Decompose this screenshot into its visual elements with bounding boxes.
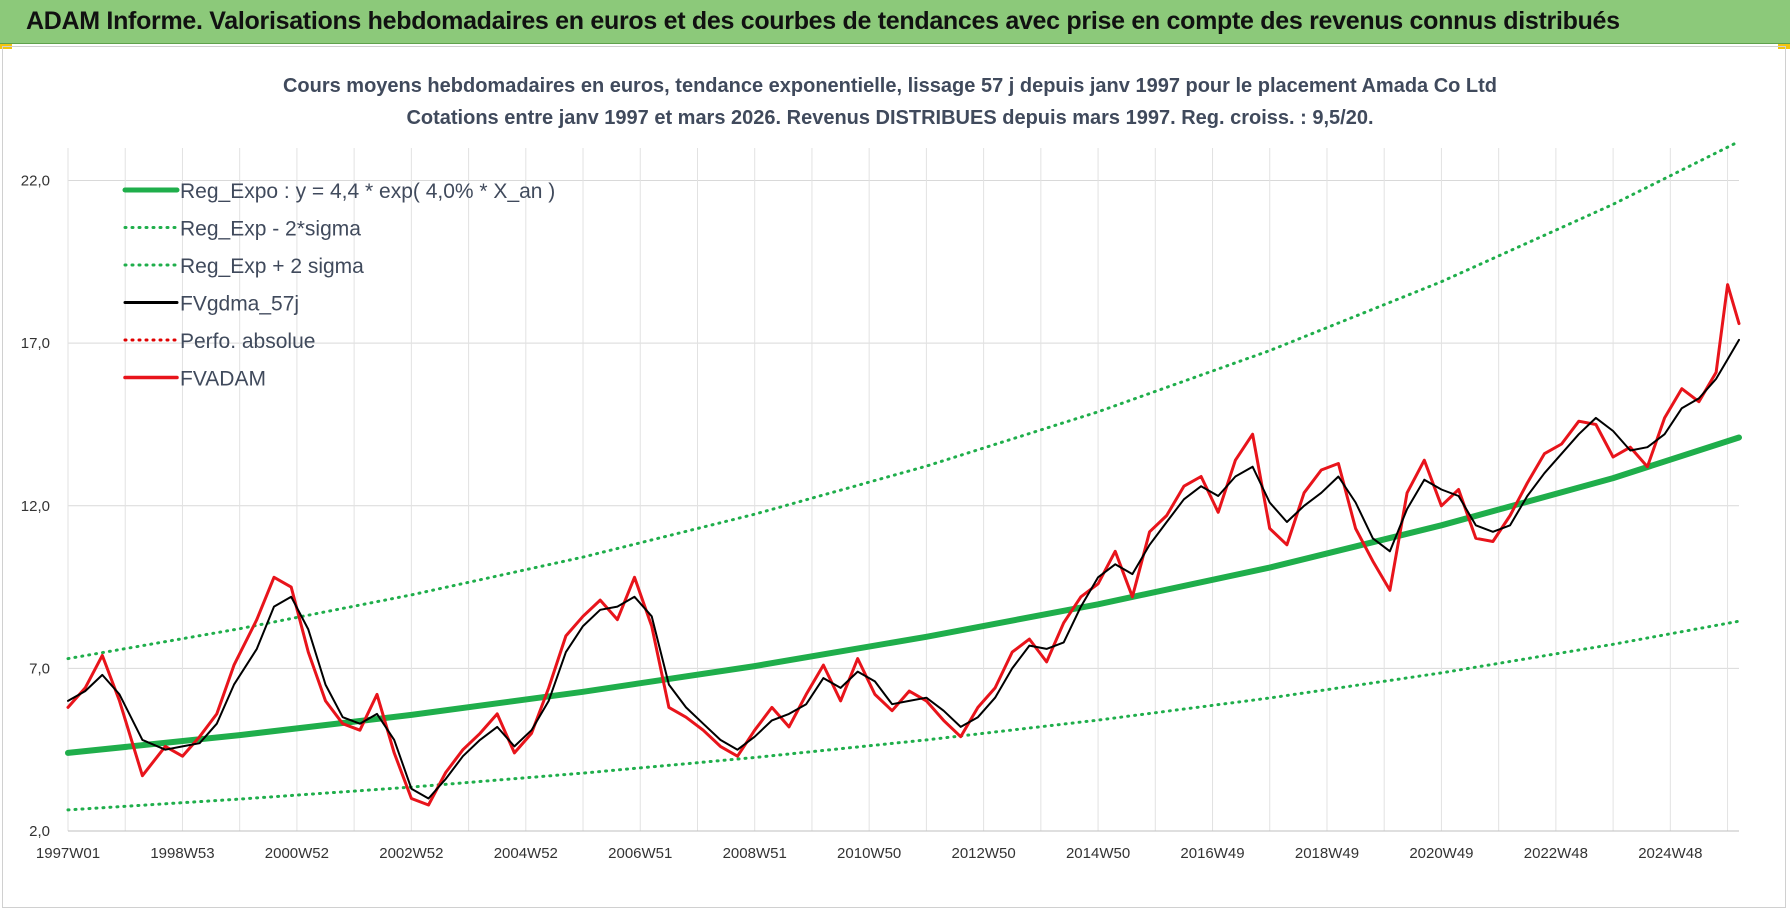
x-tick-label: 2008W51 — [723, 845, 787, 862]
y-tick-label: 7,0 — [29, 660, 50, 677]
chart-frame — [2, 46, 1786, 908]
y-tick-label: 17,0 — [21, 335, 50, 352]
series-line-1 — [66, 619, 1741, 812]
x-tick-label: 2004W52 — [494, 845, 558, 862]
legend-label: Perfo. absolue — [180, 330, 315, 353]
legend-label: FVgdma_57j — [180, 293, 299, 316]
x-tick-label: 1997W01 — [36, 845, 100, 862]
x-tick-label: 2000W52 — [265, 845, 329, 862]
y-tick-label: 22,0 — [21, 173, 50, 190]
series-line-3 — [67, 338, 1740, 800]
chart-title: Cours moyens hebdomadaires en euros, ten… — [283, 75, 1497, 97]
x-tick-label: 2020W49 — [1409, 845, 1473, 862]
legend-label: Reg_Exp - 2*sigma — [180, 218, 361, 241]
series-line-0 — [65, 434, 1742, 756]
x-tick-label: 2022W48 — [1524, 845, 1588, 862]
banner: ADAM Informe. Valorisations hebdomadaire… — [0, 0, 1790, 44]
x-tick-label: 2012W50 — [952, 845, 1016, 862]
x-tick-label: 2010W50 — [837, 845, 901, 862]
x-tick-label: 1998W53 — [150, 845, 214, 862]
y-tick-label: 2,0 — [29, 823, 50, 840]
x-tick-label: 2016W49 — [1180, 845, 1244, 862]
x-tick-label: 2014W50 — [1066, 845, 1130, 862]
legend: Reg_Expo : y = 4,4 * exp( 4,0% * X_an ) R… — [122, 180, 555, 391]
legend-label: Reg_Expo : y = 4,4 * exp( 4,0% * X_an ) — [180, 180, 555, 203]
axes: 2,0 7,0 12,0 17,0 22,0 1997W01 1998W53 2000W52 2… — [21, 173, 1739, 862]
x-tick-label: 2024W48 — [1638, 845, 1702, 862]
x-tick-label: 2006W51 — [608, 845, 672, 862]
chart-subtitle: Cotations entre janv 1997 et mars 2026. … — [406, 107, 1373, 129]
legend-label: FVADAM — [180, 368, 266, 391]
series-line-2 — [66, 140, 1741, 661]
banner-title: ADAM Informe. Valorisations hebdomadaire… — [26, 7, 1620, 35]
x-tick-label: 2018W49 — [1295, 845, 1359, 862]
series-line-5 — [66, 283, 1741, 807]
legend-label: Reg_Exp + 2 sigma — [180, 255, 364, 278]
x-tick-label: 2002W52 — [379, 845, 443, 862]
series-layer — [65, 140, 1742, 812]
y-tick-label: 12,0 — [21, 498, 50, 515]
